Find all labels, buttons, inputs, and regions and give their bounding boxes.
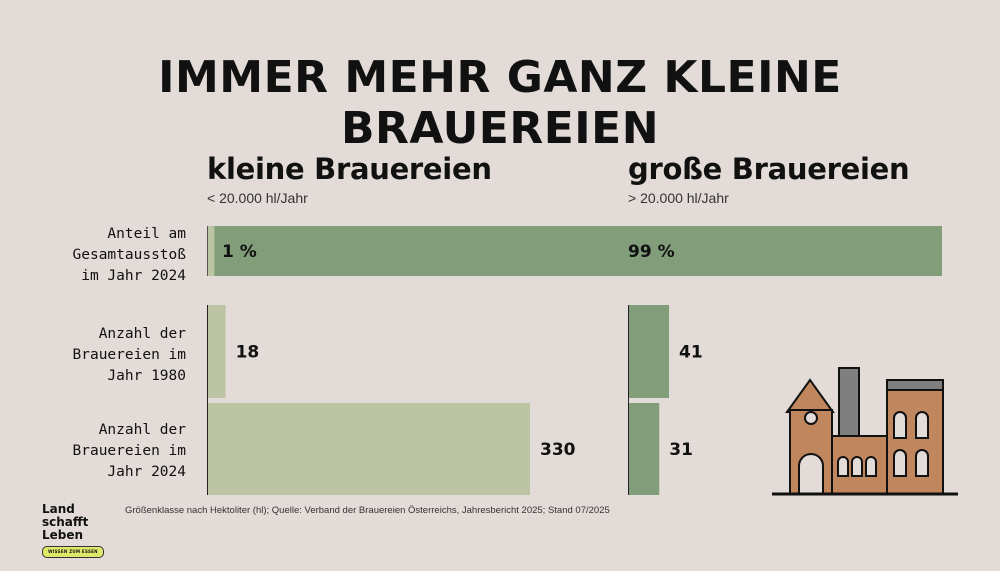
column-title-large: große Brauereien: [628, 152, 910, 186]
data-label-count-1980-small: 18: [236, 343, 260, 363]
bar-count-2024-large: [629, 403, 660, 495]
column-subtitle-small: < 20.000 hl/Jahr: [207, 190, 308, 206]
row-label-share-2024: Anteil am Gesamtausstoß im Jahr 2024: [72, 226, 187, 284]
column-subtitle-large: > 20.000 hl/Jahr: [628, 190, 729, 206]
data-label-count-2024-large: 31: [669, 440, 693, 460]
bar-count-2024-small: [208, 403, 530, 495]
bar-share-small: [207, 226, 215, 276]
bar-share-large: [214, 226, 943, 276]
chart-bars: 1 % 99 % 18 41 330 31: [207, 226, 943, 495]
page-title: IMMER MEHR GANZ KLEINE BRAUEREIEN: [158, 52, 842, 154]
row-label-count-2024: Anzahl der Brauereien im Jahr 2024: [72, 422, 187, 480]
source-footnote: Größenklasse nach Hektoliter (hl); Quell…: [125, 505, 610, 516]
bar-count-1980-small: [208, 305, 226, 398]
brand-logo: Land schafft Leben: [42, 503, 88, 542]
data-label-share-large: 99 %: [628, 242, 675, 262]
column-title-small: kleine Brauereien: [207, 152, 492, 186]
bar-count-1980-large: [629, 305, 670, 398]
logo-tagline: WISSEN ZUM ESSEN: [42, 546, 104, 558]
logo-text-line1: Land: [42, 502, 75, 516]
logo-text-line2: schafft: [42, 515, 89, 529]
logo-text-line3: Leben: [42, 528, 84, 542]
row-label-count-1980: Anzahl der Brauereien im Jahr 1980: [72, 326, 187, 384]
data-label-share-small: 1 %: [222, 242, 257, 262]
brewery-illustration: [772, 367, 958, 496]
data-label-count-2024-small: 330: [540, 440, 576, 460]
data-label-count-1980-large: 41: [679, 343, 703, 363]
